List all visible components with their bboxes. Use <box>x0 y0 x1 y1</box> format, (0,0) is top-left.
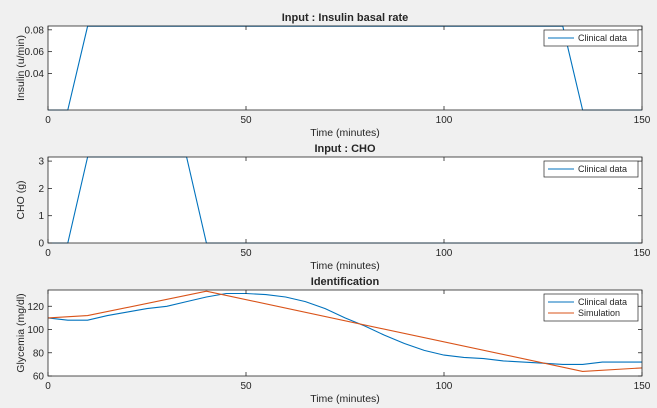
cho-ytick-label: 3 <box>38 157 44 168</box>
insulin-xtick-label: 100 <box>436 115 453 126</box>
insulin-xlabel: Time (minutes) <box>310 127 380 139</box>
insulin-plot-area <box>48 26 642 110</box>
glycemia-xtick-label: 50 <box>240 381 252 392</box>
glycemia-title: Identification <box>311 276 380 288</box>
cho-ytick-label: 0 <box>38 239 44 250</box>
cho-axes: 0 50 100 150 0 1 2 3 Input : CHO Time (minutes) CH… <box>15 143 651 272</box>
cho-legend-box <box>543 160 639 178</box>
insulin-ytick-label: 0.04 <box>25 69 45 80</box>
insulin-ytick-label: 0.06 <box>25 47 45 58</box>
cho-plot-area <box>48 157 642 243</box>
glycemia-ytick-label: 120 <box>27 302 44 313</box>
glycemia-ytick-label: 60 <box>33 372 45 383</box>
glycemia-axes: 0 50 100 150 60 80 100 120 Identification Time (m… <box>15 276 651 405</box>
cho-xtick-label: 150 <box>634 248 651 259</box>
insulin-xtick-label: 0 <box>45 115 51 126</box>
glycemia-xtick-label: 0 <box>45 381 51 392</box>
cho-ylabel: CHO (g) <box>15 180 27 219</box>
insulin-axes: 0 50 100 150 0.04 0.06 0.08 Input : Insulin bas… <box>15 12 651 139</box>
insulin-xtick-label: 150 <box>634 115 651 126</box>
glycemia-xtick-label: 150 <box>634 381 651 392</box>
cho-legend-label: Clinical data <box>578 164 627 174</box>
insulin-axes-box <box>47 25 643 111</box>
cho-xtick-label: 50 <box>240 248 252 259</box>
glycemia-legend-label: Simulation <box>578 308 620 318</box>
insulin-ylabel: Insulin (u/min) <box>15 35 27 101</box>
glycemia-ylabel: Glycemia (mg/dl) <box>15 293 27 372</box>
cho-xlabel: Time (minutes) <box>310 260 380 272</box>
insulin-xtick-label: 50 <box>240 115 252 126</box>
cho-axes-box <box>47 156 643 244</box>
glycemia-ytick-label: 80 <box>33 348 45 359</box>
cho-xtick-label: 0 <box>45 248 51 259</box>
cho-ytick-label: 2 <box>38 184 44 195</box>
insulin-ytick-label: 0.08 <box>25 25 45 36</box>
cho-legend[interactable]: Clinical data <box>543 160 639 178</box>
glycemia-legend-label: Clinical data <box>578 297 627 307</box>
insulin-legend-box <box>543 29 639 47</box>
cho-title: Input : CHO <box>314 143 376 155</box>
glycemia-plot-area <box>48 290 642 376</box>
glycemia-legend-box <box>543 293 639 322</box>
glycemia-axes-box <box>47 289 643 377</box>
glycemia-xtick-label: 100 <box>436 381 453 392</box>
glycemia-ytick-label: 100 <box>27 325 44 336</box>
insulin-legend-label: Clinical data <box>578 33 627 43</box>
glycemia-xlabel: Time (minutes) <box>310 393 380 405</box>
glycemia-series-simulation <box>47 290 643 372</box>
insulin-legend[interactable]: Clinical data <box>543 29 639 47</box>
cho-xtick-label: 100 <box>436 248 453 259</box>
insulin-title: Input : Insulin basal rate <box>282 12 409 24</box>
cho-ytick-label: 1 <box>38 211 44 222</box>
